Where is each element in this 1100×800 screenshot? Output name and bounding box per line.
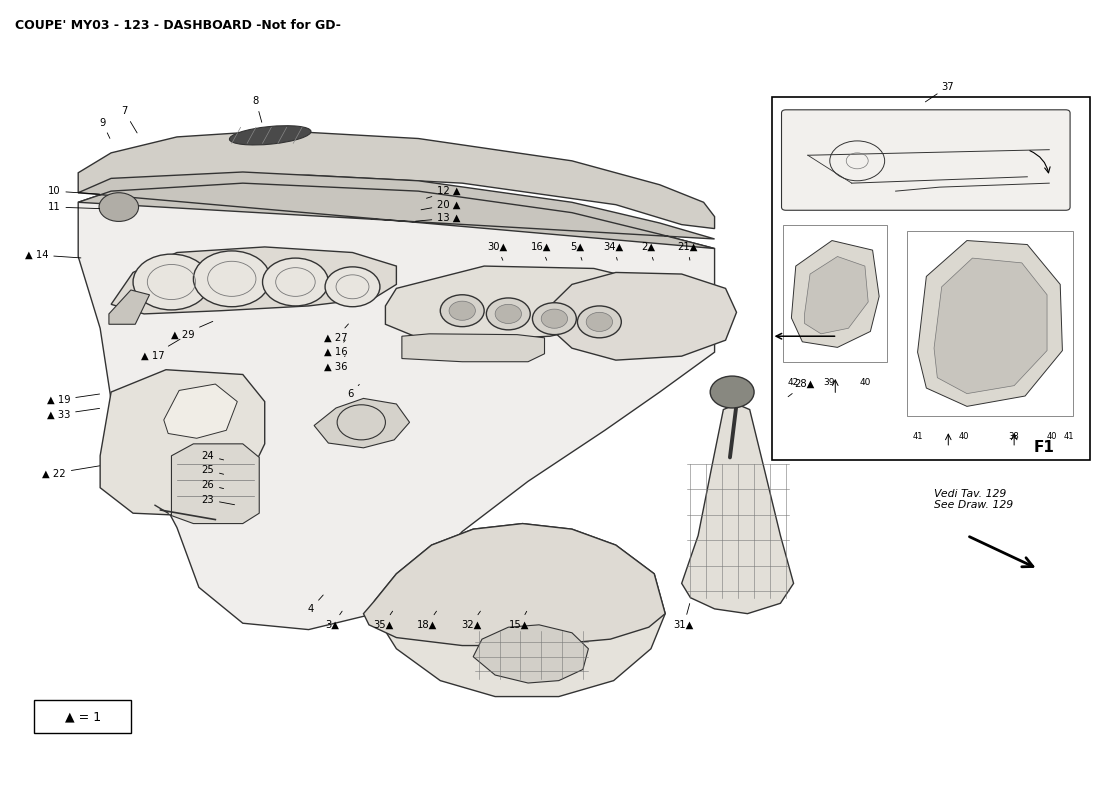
Circle shape [194, 251, 271, 306]
Polygon shape [363, 523, 666, 646]
Text: 26: 26 [201, 479, 223, 490]
Text: ▲ 16: ▲ 16 [324, 340, 348, 357]
Text: 3▲: 3▲ [326, 611, 342, 630]
Polygon shape [934, 258, 1047, 394]
Text: 25: 25 [201, 465, 223, 475]
Text: 21▲: 21▲ [676, 242, 697, 260]
Text: 2▲: 2▲ [641, 242, 656, 260]
Polygon shape [385, 266, 660, 339]
Text: 5▲: 5▲ [571, 242, 584, 260]
Polygon shape [109, 290, 150, 324]
Text: ▲ 29: ▲ 29 [170, 322, 212, 340]
Polygon shape [100, 370, 265, 515]
Text: Vedi Tav. 129
See Draw. 129: Vedi Tav. 129 See Draw. 129 [934, 489, 1013, 510]
Text: res: res [329, 390, 420, 442]
Text: ▲ 22: ▲ 22 [42, 466, 100, 478]
Text: ▲ 14: ▲ 14 [24, 250, 81, 260]
Polygon shape [374, 523, 666, 697]
FancyBboxPatch shape [34, 700, 131, 734]
Polygon shape [315, 398, 409, 448]
Polygon shape [78, 172, 715, 249]
Circle shape [578, 306, 621, 338]
Text: 40: 40 [1046, 432, 1057, 441]
FancyBboxPatch shape [781, 110, 1070, 210]
Text: ▲ 27: ▲ 27 [324, 324, 349, 343]
Text: 11: 11 [47, 202, 100, 212]
Polygon shape [164, 384, 238, 438]
Polygon shape [473, 625, 588, 683]
Polygon shape [791, 241, 879, 347]
Polygon shape [804, 257, 868, 334]
Text: 37: 37 [940, 82, 954, 93]
Polygon shape [78, 130, 715, 229]
Circle shape [99, 193, 139, 222]
Text: 41: 41 [912, 432, 923, 441]
Text: 34▲: 34▲ [604, 242, 624, 260]
Text: eurospa: eurospa [244, 356, 505, 412]
Text: ▲ 17: ▲ 17 [141, 339, 180, 360]
Polygon shape [550, 273, 737, 360]
Text: 40: 40 [859, 378, 870, 386]
Text: 23: 23 [201, 494, 234, 505]
Text: 40: 40 [958, 432, 969, 441]
Polygon shape [78, 183, 715, 630]
Circle shape [541, 309, 568, 328]
Circle shape [711, 376, 755, 408]
Text: 32▲: 32▲ [461, 611, 481, 630]
Text: ▲ 33: ▲ 33 [47, 408, 100, 419]
Ellipse shape [230, 126, 311, 145]
Text: 35▲: 35▲ [373, 611, 394, 630]
Text: 16▲: 16▲ [531, 242, 551, 260]
Circle shape [440, 294, 484, 326]
Circle shape [449, 301, 475, 320]
Text: ▲ = 1: ▲ = 1 [65, 710, 100, 723]
Text: 4: 4 [308, 595, 323, 614]
Circle shape [263, 258, 329, 306]
Polygon shape [917, 241, 1063, 406]
FancyBboxPatch shape [771, 97, 1090, 460]
Text: 41: 41 [1064, 432, 1075, 441]
Circle shape [495, 304, 521, 323]
Text: 38: 38 [1009, 432, 1020, 441]
Polygon shape [172, 444, 260, 523]
Polygon shape [682, 404, 793, 614]
Text: COUPE' MY03 - 123 - DASHBOARD -Not for GD-: COUPE' MY03 - 123 - DASHBOARD -Not for G… [14, 19, 340, 32]
Text: F1: F1 [1033, 440, 1054, 455]
Text: 30▲: 30▲ [487, 242, 507, 260]
Text: 7: 7 [121, 106, 138, 133]
Text: 6: 6 [348, 385, 360, 398]
Text: 18▲: 18▲ [417, 611, 438, 630]
Text: 20 ▲: 20 ▲ [421, 200, 461, 210]
Polygon shape [111, 247, 396, 314]
Text: 12 ▲: 12 ▲ [427, 186, 461, 198]
Text: 9: 9 [99, 118, 110, 138]
Text: 31▲: 31▲ [673, 603, 694, 630]
Text: 15▲: 15▲ [509, 611, 529, 630]
Circle shape [532, 302, 576, 334]
Circle shape [586, 312, 613, 331]
Text: 42: 42 [788, 378, 800, 386]
Circle shape [326, 267, 379, 306]
Text: ▲ 19: ▲ 19 [46, 394, 100, 405]
Circle shape [133, 254, 210, 310]
Text: ▲ 36: ▲ 36 [324, 356, 348, 371]
Text: 13 ▲: 13 ▲ [416, 214, 461, 223]
Text: 28▲: 28▲ [788, 379, 815, 397]
Text: 39: 39 [823, 378, 835, 386]
Polygon shape [402, 334, 544, 362]
Text: 24: 24 [201, 451, 223, 461]
Circle shape [486, 298, 530, 330]
FancyBboxPatch shape [906, 231, 1074, 416]
Text: 10: 10 [47, 186, 100, 196]
Text: 8: 8 [253, 96, 262, 122]
FancyBboxPatch shape [782, 225, 887, 362]
